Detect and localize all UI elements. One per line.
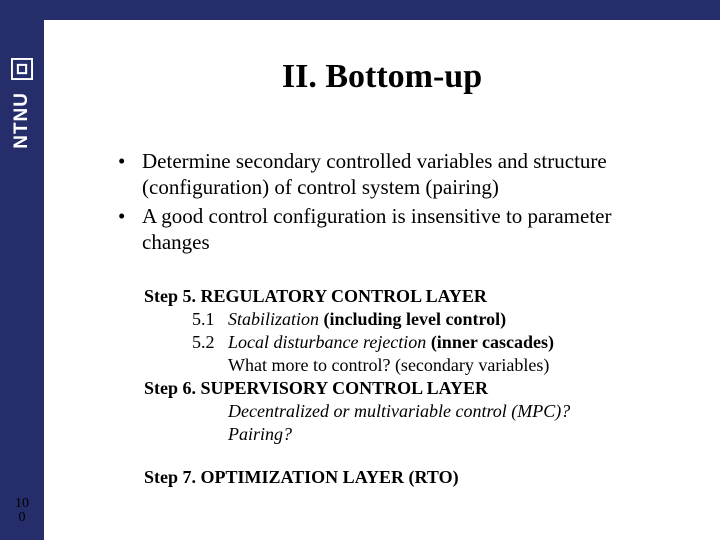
bullet-item: A good control configuration is insensit… (114, 203, 680, 256)
step5-sub1: 5.1Stabilization (including level contro… (144, 308, 680, 331)
step5-sub2-num: 5.2 (192, 331, 228, 354)
bullet-list: Determine secondary controlled variables… (114, 148, 680, 255)
step7-heading: Step 7. OPTIMIZATION LAYER (RTO) (144, 466, 680, 489)
step5-sub2-text: Local disturbance rejection (inner casca… (228, 332, 554, 352)
step5-sub3: What more to control? (secondary variabl… (144, 354, 680, 377)
step6-sub2-text: Pairing? (228, 424, 292, 444)
step6-sub2: Pairing? (144, 423, 680, 446)
page-number: 10 0 (10, 497, 34, 526)
page-number-line1: 10 (15, 496, 29, 511)
step5-heading-text: Step 5. REGULATORY CONTROL LAYER (144, 286, 487, 306)
step5-sub3-text: What more to control? (secondary variabl… (228, 355, 549, 375)
square-logo-icon (11, 58, 33, 80)
bullet-item: Determine secondary controlled variables… (114, 148, 680, 201)
brand-text: NTNU (11, 92, 33, 149)
step6-sub1: Decentralized or multivariable control (… (144, 400, 680, 423)
steps-block: Step 5. REGULATORY CONTROL LAYER 5.1Stab… (144, 285, 680, 489)
slide: NTNU II. Bottom-up Determine secondary c… (0, 0, 720, 540)
slide-content: II. Bottom-up Determine secondary contro… (44, 20, 720, 540)
step7-heading-text: Step 7. OPTIMIZATION LAYER (RTO) (144, 467, 459, 487)
slide-topbar (0, 0, 720, 20)
step5-sub1-num: 5.1 (192, 308, 228, 331)
step6-heading-text: Step 6. SUPERVISORY CONTROL LAYER (144, 378, 488, 398)
page-number-line2: 0 (19, 510, 26, 525)
step5-sub1-text: Stabilization (including level control) (228, 309, 506, 329)
step5-heading: Step 5. REGULATORY CONTROL LAYER (144, 285, 680, 308)
step6-heading: Step 6. SUPERVISORY CONTROL LAYER (144, 377, 680, 400)
brand-sidebar: NTNU (0, 0, 44, 540)
step5-sub2: 5.2Local disturbance rejection (inner ca… (144, 331, 680, 354)
slide-title: II. Bottom-up (84, 58, 680, 96)
step6-sub1-text: Decentralized or multivariable control (… (228, 401, 570, 421)
